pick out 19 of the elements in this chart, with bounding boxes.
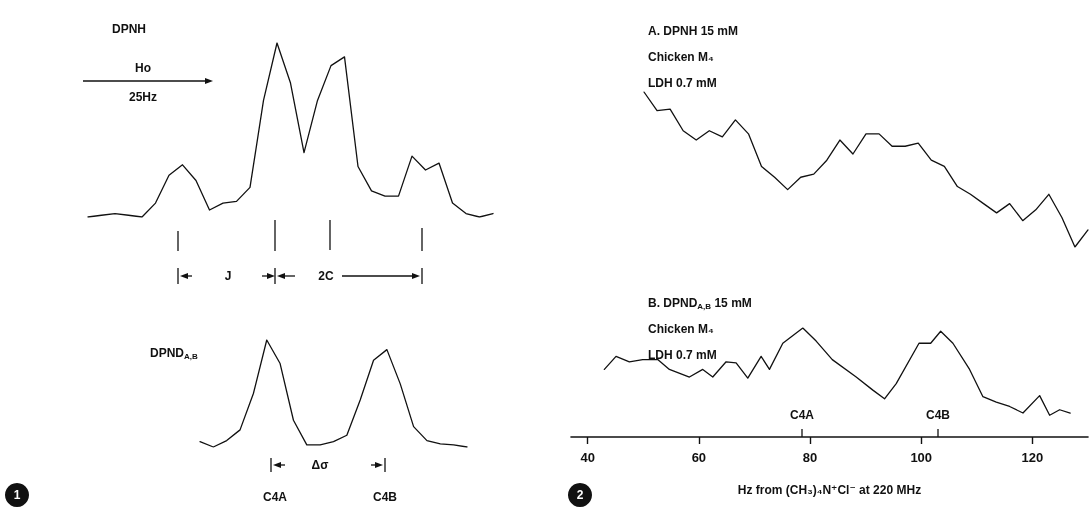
x-axis-title: Hz from (CH₃)₄N⁺Cl⁻ at 220 MHz bbox=[737, 483, 922, 497]
x-tick-label: 100 bbox=[910, 450, 933, 465]
text: C4B bbox=[372, 490, 398, 504]
text: C4A bbox=[262, 490, 288, 504]
chart-title: A. DPNH 15 mM Chicken M₄ LDH 0.7 mM bbox=[648, 24, 739, 90]
annotation: Ho bbox=[135, 61, 151, 75]
text: J bbox=[224, 269, 232, 283]
x-tick-label: 40 bbox=[580, 450, 595, 465]
annotation: 25Hz bbox=[128, 90, 158, 104]
x-tick-label: 120 bbox=[1021, 450, 1044, 465]
annotation: C4B bbox=[925, 408, 951, 422]
text: Δσ bbox=[311, 458, 329, 472]
x-tick-label: 80 bbox=[802, 450, 818, 465]
text: 2 bbox=[576, 488, 584, 502]
x-tick-label: 60 bbox=[691, 450, 707, 465]
chart-title: DPNH bbox=[112, 22, 147, 36]
text: 2C bbox=[318, 269, 334, 283]
text: 1 bbox=[13, 488, 21, 502]
annotation: C4A bbox=[789, 408, 815, 422]
